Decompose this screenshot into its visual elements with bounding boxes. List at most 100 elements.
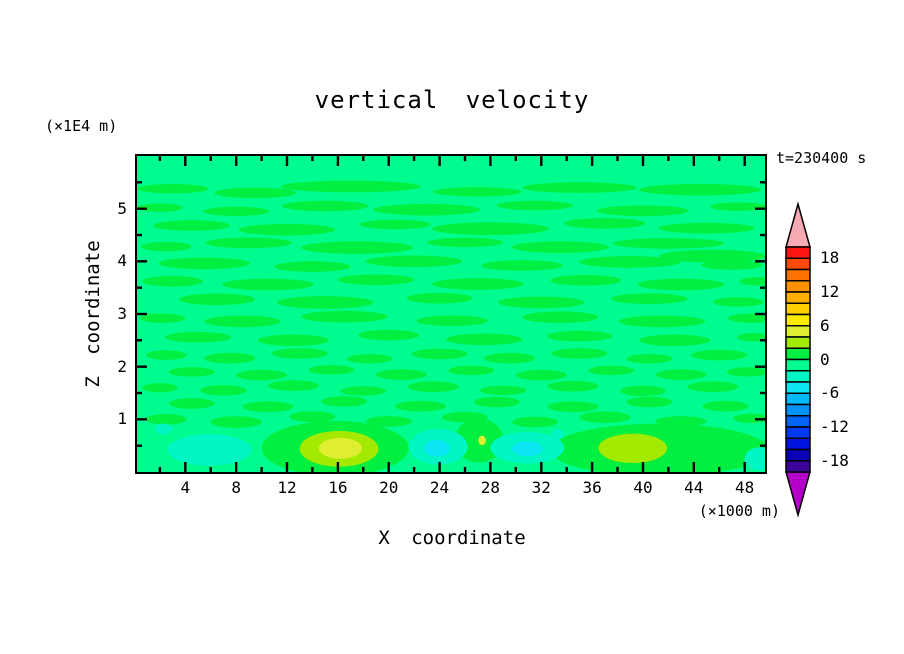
contour-blob (733, 413, 765, 423)
contour-blob (431, 278, 524, 290)
colorbar-cell (785, 325, 811, 338)
contour-blob (702, 400, 749, 412)
colorbar-over-arrow (785, 201, 811, 248)
contour-blob (154, 423, 173, 435)
contour-blob (588, 365, 635, 376)
contour-blob (168, 398, 215, 409)
contour-blob (620, 385, 666, 397)
colorbar (775, 200, 904, 530)
contour-blob (153, 220, 230, 231)
contour-blob (280, 180, 421, 193)
contour-blob (289, 411, 336, 422)
contour-blob (179, 293, 256, 306)
y-tick-label: 5 (117, 198, 127, 218)
contour-blob (365, 416, 412, 427)
x-tick-label: 12 (277, 478, 297, 497)
x-tick-label: 24 (429, 478, 450, 497)
colorbar-label: -12 (820, 417, 849, 436)
colorbar-cell (785, 280, 811, 293)
colorbar-cell (785, 392, 811, 406)
y-tick-label: 4 (117, 251, 127, 271)
contour-blob (407, 381, 459, 392)
colorbar-cell (785, 302, 811, 316)
contour-blob (268, 380, 319, 391)
contour-blob (550, 275, 622, 286)
contour-blob (512, 441, 543, 457)
contour-blob (448, 365, 495, 376)
contour-blob (481, 260, 563, 271)
contour-blob (426, 237, 504, 248)
contour-blob (416, 315, 488, 327)
contour-blob (655, 369, 707, 380)
contour-blob (639, 334, 711, 347)
colorbar-cell (785, 426, 811, 439)
contour-blob (140, 241, 192, 252)
contour-blob (204, 315, 281, 328)
colorbar-scale (775, 200, 904, 534)
contour-blob (579, 411, 631, 423)
contour-blob (238, 223, 336, 236)
colorbar-cell (785, 257, 811, 271)
contour-blob (373, 203, 481, 216)
contour-blob (274, 261, 351, 272)
contour-blob (200, 385, 247, 396)
contour-blob (142, 276, 204, 287)
colorbar-cell (785, 347, 811, 361)
x-tick-label: 4 (180, 478, 191, 497)
contour-blob (205, 237, 293, 249)
x-tick-label: 20 (379, 478, 399, 497)
contour-blob (431, 222, 549, 235)
chart-title: vertical velocity (314, 86, 590, 114)
contour-blob (301, 241, 413, 254)
contour-blob (376, 369, 427, 380)
contour-blob (214, 187, 296, 199)
contour-blob (687, 381, 739, 392)
contour-field (137, 156, 765, 472)
contour-blob (512, 241, 609, 253)
y-tick-label: 3 (117, 304, 127, 323)
contour-blob (522, 311, 599, 323)
contour-blob (737, 333, 765, 342)
plot-area (135, 154, 767, 474)
contour-blob (340, 386, 387, 396)
contour-blob (618, 315, 706, 328)
contour-blob (598, 433, 668, 463)
contour-blob (612, 238, 725, 249)
contour-blob (547, 401, 599, 412)
contour-blob (137, 203, 183, 212)
contour-blob (512, 416, 558, 428)
colorbar-cell (785, 336, 811, 349)
contour-blob (139, 313, 186, 323)
x-axis-label: X coordinate (378, 527, 526, 549)
y-tick-label: 2 (117, 356, 127, 376)
colorbar-cell (785, 403, 811, 417)
contour-blob (236, 369, 287, 381)
contour-blob (478, 435, 486, 446)
colorbar-label: 0 (820, 349, 830, 369)
colorbar-cell (785, 313, 811, 327)
colorbar-label: -18 (820, 450, 849, 470)
contour-blob (358, 329, 420, 341)
contour-blob (346, 354, 393, 364)
contour-blob (365, 255, 463, 268)
contour-blob (158, 257, 251, 270)
colorbar-label: -6 (820, 383, 840, 403)
contour-blob (308, 365, 355, 375)
contour-blob (564, 218, 646, 229)
colorbar-cell (785, 448, 811, 462)
contour-blob (515, 369, 567, 381)
x-tick-label: 44 (684, 478, 704, 497)
contour-blob (145, 350, 187, 360)
contour-blob (522, 182, 637, 193)
contour-blob (359, 219, 431, 230)
contour-blob (281, 200, 369, 212)
contour-blob (406, 292, 473, 304)
contour-blob (691, 349, 748, 361)
contour-blob (203, 206, 270, 216)
contour-blob (433, 187, 523, 197)
contour-blob (547, 380, 599, 392)
contour-blob (142, 383, 178, 393)
contour-blob (739, 277, 765, 286)
contour-blob (551, 428, 565, 440)
colorbar-cell (785, 370, 811, 383)
